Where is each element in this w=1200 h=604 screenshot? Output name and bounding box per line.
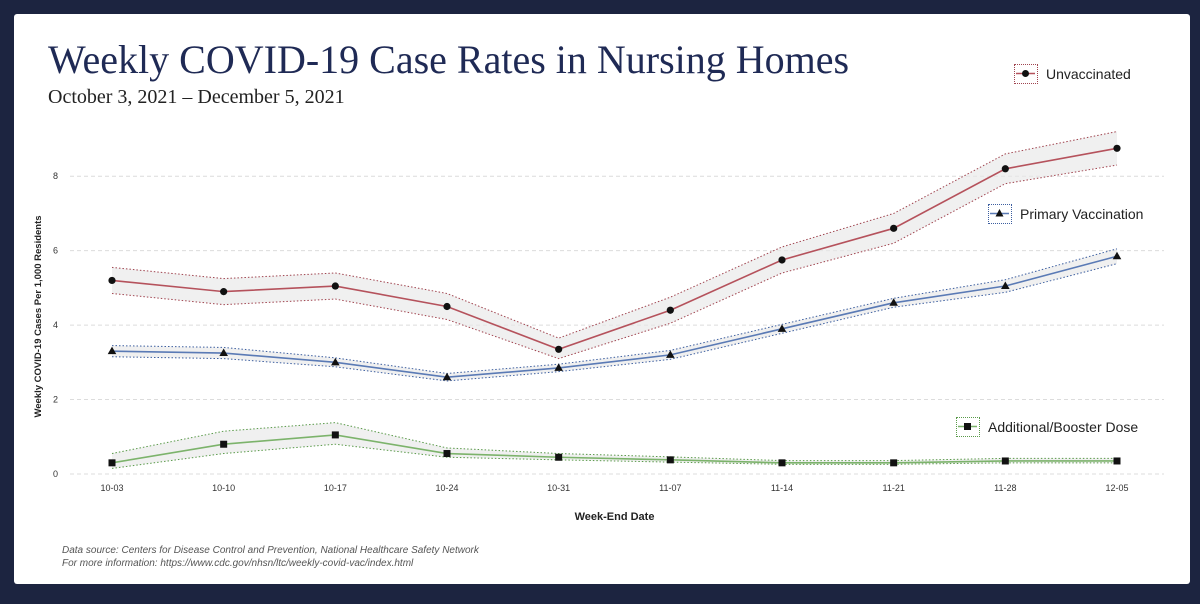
data-point-additional-booster-dose xyxy=(331,431,339,439)
data-point-primary-vaccination xyxy=(331,357,340,366)
data-point-additional-booster-dose xyxy=(666,456,674,464)
legend-item-booster-dose: Additional/Booster Dose xyxy=(956,417,1138,437)
legend-label-unvaccinated: Unvaccinated xyxy=(1046,66,1131,82)
slide: Weekly COVID-19 Case Rates in Nursing Ho… xyxy=(14,14,1190,584)
data-point-primary-vaccination xyxy=(554,363,563,371)
data-point-additional-booster-dose xyxy=(890,459,898,467)
y-tick-label: 2 xyxy=(53,395,58,405)
y-tick-label: 6 xyxy=(53,246,58,256)
data-point-unvaccinated xyxy=(108,276,116,285)
y-axis-label: Weekly COVID-19 Cases Per 1,000 Resident… xyxy=(33,215,44,417)
band-lower-primary-vaccination xyxy=(111,263,1118,382)
data-point-unvaccinated xyxy=(1113,144,1121,152)
x-tick-label: 10-24 xyxy=(435,483,458,493)
source-note: Data source: Centers for Disease Control… xyxy=(62,544,479,570)
data-point-additional-booster-dose xyxy=(1113,457,1121,465)
x-tick-label: 10-17 xyxy=(324,483,347,493)
data-point-primary-vaccination xyxy=(219,348,228,357)
data-point-additional-booster-dose xyxy=(108,459,116,467)
x-tick-label: 11-14 xyxy=(771,483,793,493)
data-point-unvaccinated xyxy=(331,282,339,290)
y-tick-label: 8 xyxy=(53,171,58,181)
data-point-primary-vaccination xyxy=(1112,251,1122,260)
data-point-primary-vaccination xyxy=(107,346,117,355)
x-tick-label: 11-07 xyxy=(659,483,681,493)
band-upper-primary-vaccination xyxy=(111,248,1118,375)
source-line-2: For more information: https://www.cdc.go… xyxy=(62,558,414,569)
data-point-unvaccinated xyxy=(778,256,786,264)
legend-key-graphic xyxy=(958,423,977,430)
data-point-unvaccinated xyxy=(555,345,563,353)
source-line-1: Data source: Centers for Disease Control… xyxy=(62,545,479,556)
data-point-primary-vaccination xyxy=(777,324,787,332)
data-point-additional-booster-dose xyxy=(220,440,228,448)
y-tick-label: 0 xyxy=(53,469,58,479)
confidence-band-additional-booster-dose xyxy=(112,422,1117,469)
legend-item-primary-vaccination: Primary Vaccination xyxy=(988,204,1143,224)
legend-label-primary-vaccination: Primary Vaccination xyxy=(1020,206,1144,222)
x-tick-label: 11-21 xyxy=(882,483,904,493)
legend-key-graphic xyxy=(990,209,1009,217)
data-point-unvaccinated xyxy=(666,306,674,314)
confidence-band-unvaccinated xyxy=(112,131,1117,359)
page-subtitle: October 3, 2021 – December 5, 2021 xyxy=(48,86,345,108)
series-line-unvaccinated xyxy=(111,147,1118,351)
x-tick-label: 10-03 xyxy=(100,483,123,493)
band-lower-unvaccinated xyxy=(111,164,1118,360)
legend-key-graphic xyxy=(1016,70,1035,77)
series-line-additional-booster-dose xyxy=(111,434,1117,464)
band-upper-additional-booster-dose xyxy=(111,422,1117,462)
data-point-primary-vaccination xyxy=(1001,281,1010,290)
x-axis-label: Week-End Date xyxy=(575,511,655,523)
legend-label-booster-dose: Additional/Booster Dose xyxy=(988,419,1139,435)
data-point-unvaccinated xyxy=(890,224,898,232)
data-point-primary-vaccination xyxy=(442,372,452,381)
data-point-additional-booster-dose xyxy=(1001,457,1009,465)
x-tick-label: 11-28 xyxy=(994,483,1016,493)
band-lower-additional-booster-dose xyxy=(111,443,1117,469)
data-point-unvaccinated xyxy=(1001,165,1009,173)
data-point-primary-vaccination xyxy=(889,298,898,306)
data-point-additional-booster-dose xyxy=(443,450,451,458)
legend-key-square-icon xyxy=(956,417,980,437)
page-title: Weekly COVID-19 Case Rates in Nursing Ho… xyxy=(48,37,850,82)
legend-key-triangle-icon xyxy=(988,204,1012,224)
data-point-unvaccinated xyxy=(220,288,228,296)
x-tick-label: 10-10 xyxy=(212,483,235,493)
x-tick-label: 12-05 xyxy=(1105,483,1128,493)
data-point-additional-booster-dose xyxy=(778,459,786,467)
series-line-primary-vaccination xyxy=(111,255,1118,379)
legend-key-circle-icon xyxy=(1014,64,1038,84)
x-tick-label: 10-31 xyxy=(547,483,570,493)
legend-item-unvaccinated: Unvaccinated xyxy=(1014,64,1131,84)
band-upper-unvaccinated xyxy=(111,131,1118,339)
y-tick-label: 4 xyxy=(53,320,58,330)
line-chart: 0 2 4 6 8 10-03 10-10 10-17 10-24 10-31 11-07 11-14… xyxy=(33,131,1164,523)
data-point-unvaccinated xyxy=(443,302,451,311)
data-point-additional-booster-dose xyxy=(555,453,563,461)
data-point-primary-vaccination xyxy=(666,350,675,358)
